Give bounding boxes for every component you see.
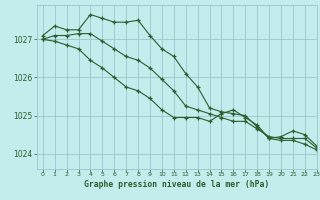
X-axis label: Graphe pression niveau de la mer (hPa): Graphe pression niveau de la mer (hPa): [84, 180, 269, 189]
